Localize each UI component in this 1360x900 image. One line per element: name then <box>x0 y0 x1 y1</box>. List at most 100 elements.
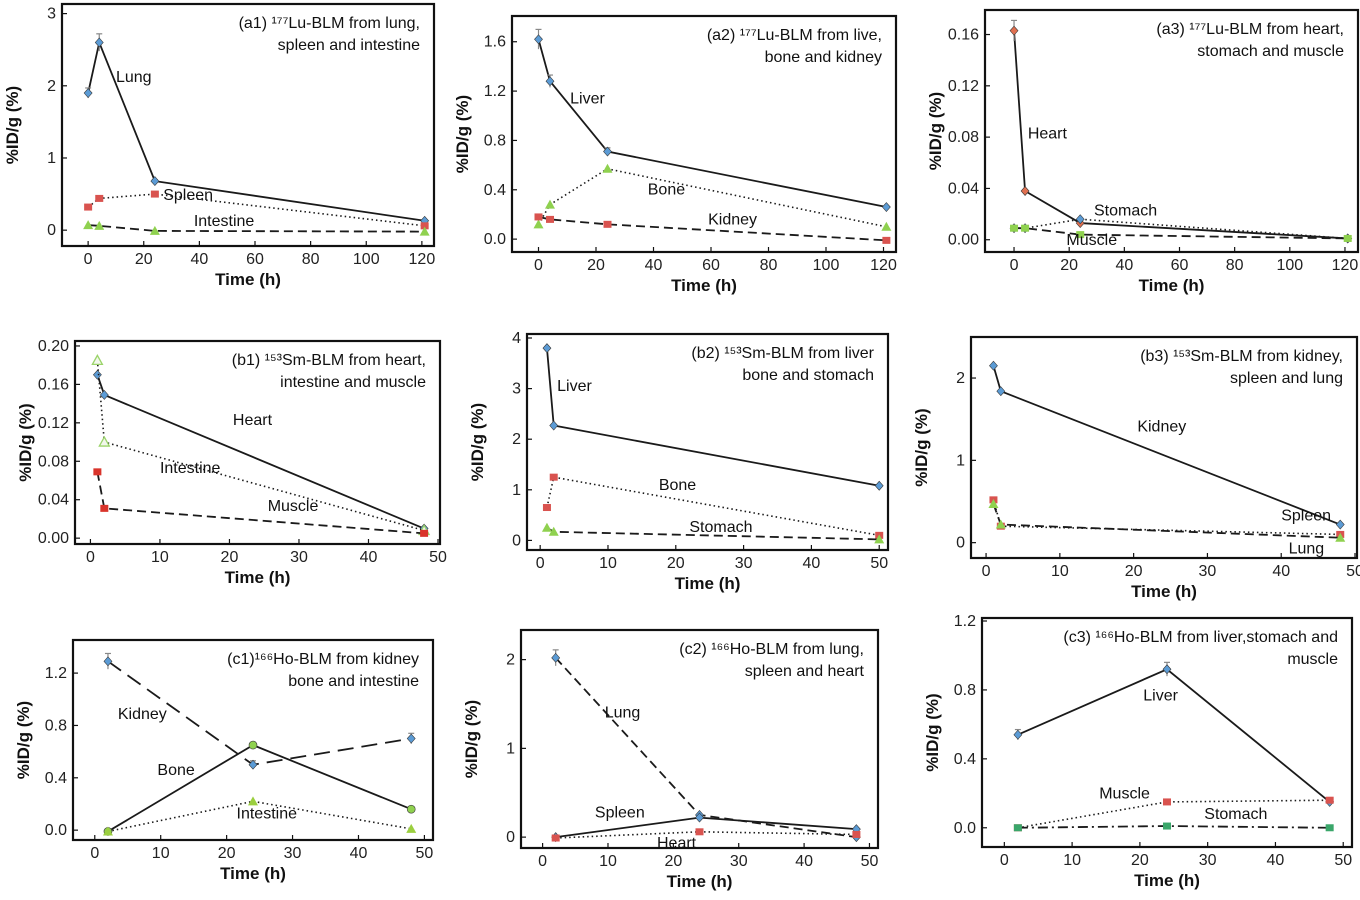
y-tick-label: 0.8 <box>45 717 67 734</box>
data-point <box>248 740 258 750</box>
data-point <box>1335 519 1345 530</box>
chart-a2: 0 20 40 60 80 100 120 0.0 0.4 0.8 1.2 1.6 Time (h) %I… <box>453 14 898 295</box>
data-point <box>874 480 884 491</box>
x-tick-label: 30 <box>730 853 748 870</box>
x-tick-label: 50 <box>870 555 888 572</box>
series-line <box>555 830 857 839</box>
y-tick-label: 0.04 <box>38 492 69 509</box>
x-tick-label: 120 <box>409 251 436 268</box>
data-point <box>1163 798 1171 806</box>
x-tick-label: 0 <box>982 563 991 580</box>
chart-a3: 0 20 40 60 80 100 120 0.00 0.04 0.08 0.12 0.16 Time … <box>926 8 1360 295</box>
y-tick-label: 0.0 <box>484 231 506 248</box>
series-spleen: Spleen <box>551 805 861 843</box>
x-tick-label: 50 <box>429 549 447 566</box>
series-label: Muscle <box>268 498 319 515</box>
data-point <box>881 202 891 213</box>
chart-c2: 0 10 20 30 40 50 0 1 2 Time (h) %ID/g (%) (c2) ¹⁶⁶H… <box>462 628 880 891</box>
data-point <box>603 220 612 228</box>
series-muscle: Muscle <box>1013 785 1334 832</box>
y-tick-label: 0.4 <box>484 182 506 199</box>
y-tick-label: 0.00 <box>38 530 69 547</box>
y-tick-label: 1.2 <box>45 665 67 682</box>
chart-b2: 0 10 20 30 40 50 0 1 2 3 4 Time (h) %ID/g (%) (b2) ¹⁵… <box>468 330 890 593</box>
series-lung: Lung <box>988 498 1346 557</box>
y-tick-label: 4 <box>512 330 521 347</box>
series-kidney: Kidney <box>534 211 891 244</box>
y-axis-label: %ID/g (%) <box>926 92 945 170</box>
series-label: Stomach <box>1094 202 1157 219</box>
x-tick-label: 10 <box>599 555 617 572</box>
series-muscle: Muscle <box>1010 224 1352 249</box>
chart-a1: 0 20 40 60 80 100 120 0 1 2 3 Time (h) %ID/g (%) (a1)… <box>3 2 436 289</box>
data-point <box>1335 532 1346 542</box>
x-tick-label: 60 <box>246 251 264 268</box>
series-label: Liver <box>557 378 592 395</box>
chart-c1: 0 10 20 30 40 50 0.0 0.4 0.8 1.2 Time (h) %ID/g (%)… <box>14 638 435 883</box>
x-axis-label: Time (h) <box>667 872 733 891</box>
y-axis-label: %ID/g (%) <box>468 403 487 481</box>
y-tick-label: 2 <box>512 431 521 448</box>
series-stomach: Stomach <box>1013 806 1334 832</box>
y-tick-label: 0.00 <box>948 232 979 249</box>
series-line <box>87 39 425 222</box>
x-tick-label: 20 <box>664 853 682 870</box>
x-axis-label: Time (h) <box>675 574 741 593</box>
data-point <box>248 796 258 806</box>
series-intestine: Intestine <box>102 796 417 836</box>
x-tick-label: 10 <box>599 853 617 870</box>
y-tick-label: 2 <box>956 370 965 387</box>
y-tick-label: 0 <box>506 829 515 846</box>
x-tick-label: 50 <box>1346 563 1360 580</box>
series-heart: Heart <box>551 828 861 852</box>
chart-title: spleen and intestine <box>278 37 420 54</box>
data-point <box>83 220 94 230</box>
chart-b3: 0 10 20 30 40 50 0 1 2 Time (h) %ID/g (%) (b3) ¹⁵³S… <box>912 335 1360 601</box>
data-point <box>1343 234 1352 242</box>
plot-frame <box>519 628 880 850</box>
data-point <box>103 656 113 667</box>
data-point <box>534 213 543 221</box>
y-tick-label: 0.16 <box>948 27 979 44</box>
y-tick-label: 1.2 <box>484 83 506 100</box>
series-label: Liver <box>570 90 605 107</box>
x-tick-label: 0 <box>534 257 543 274</box>
y-tick-label: 1 <box>47 150 56 167</box>
chart-b1: 0 10 20 30 40 50 0.00 0.04 0.08 0.12 0.16 0.20 Time … <box>16 338 447 587</box>
y-axis-label: %ID/g (%) <box>462 700 481 778</box>
x-tick-label: 0 <box>84 251 93 268</box>
y-tick-label: 0.4 <box>954 751 976 768</box>
data-point <box>150 176 160 187</box>
x-tick-label: 10 <box>152 845 170 862</box>
chart-title: intestine and muscle <box>280 374 426 391</box>
x-tick-label: 40 <box>795 853 813 870</box>
data-point <box>551 834 560 842</box>
y-tick-label: 1.2 <box>954 613 976 630</box>
data-point <box>420 529 429 537</box>
x-tick-label: 20 <box>1131 852 1149 869</box>
data-point <box>988 498 999 508</box>
x-tick-label: 100 <box>353 251 380 268</box>
data-point <box>542 343 552 354</box>
series-liver: Liver <box>542 343 884 491</box>
data-point <box>83 88 93 98</box>
series-label: Spleen <box>163 187 213 204</box>
chart-title: stomach and muscle <box>1197 43 1344 60</box>
data-point <box>545 199 555 209</box>
x-tick-label: 0 <box>1010 257 1019 274</box>
data-point <box>874 534 885 544</box>
x-tick-label: 20 <box>1125 563 1143 580</box>
data-point <box>1020 186 1030 196</box>
x-tick-label: 40 <box>645 257 663 274</box>
series-line <box>1014 227 1348 240</box>
series-stomach: Stomach <box>1009 202 1353 244</box>
y-tick-label: 0.08 <box>948 129 979 146</box>
plot-frame <box>969 335 1359 560</box>
series-label: Heart <box>657 835 697 852</box>
y-tick-label: 0.20 <box>38 338 69 355</box>
y-axis-label: %ID/g (%) <box>14 701 33 779</box>
x-tick-label: 40 <box>1272 563 1290 580</box>
data-point <box>84 203 93 211</box>
y-tick-label: 3 <box>512 381 521 398</box>
x-tick-label: 10 <box>151 549 169 566</box>
